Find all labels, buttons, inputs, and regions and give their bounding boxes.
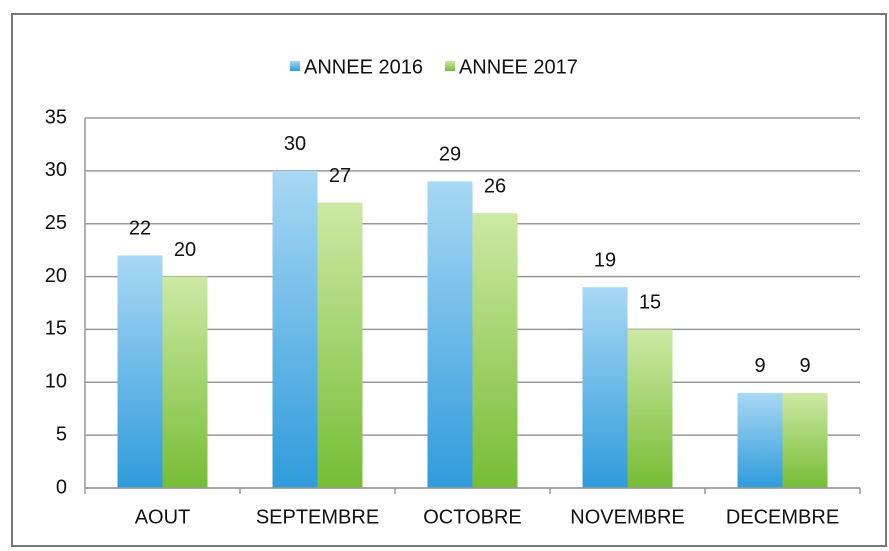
y-tick-label: 35 — [45, 106, 67, 128]
bar — [782, 392, 828, 488]
bar — [162, 276, 208, 488]
data-label: 30 — [284, 133, 306, 155]
data-label: 22 — [129, 218, 151, 240]
y-tick-label: 5 — [56, 423, 67, 445]
data-label: 15 — [639, 292, 661, 314]
bar — [627, 329, 673, 488]
data-label: 9 — [799, 355, 810, 377]
bar — [272, 170, 318, 488]
data-label: 19 — [594, 249, 616, 271]
legend-swatch — [444, 61, 455, 71]
x-tick-label: AOUT — [135, 506, 191, 528]
x-tick-label: NOVEMBRE — [570, 506, 684, 528]
bar — [737, 392, 783, 488]
y-tick-label: 15 — [45, 318, 67, 340]
x-tick-label: OCTOBRE — [423, 506, 522, 528]
bar — [427, 181, 473, 488]
data-label: 20 — [174, 239, 196, 261]
data-label: 29 — [439, 144, 461, 166]
data-label: 26 — [484, 175, 506, 197]
y-tick-label: 20 — [45, 265, 67, 287]
legend-swatch — [290, 61, 300, 71]
y-tick-label: 25 — [45, 212, 67, 234]
bar — [317, 202, 363, 489]
y-tick-label: 30 — [45, 159, 67, 181]
legend-label: ANNEE 2017 — [459, 56, 578, 78]
legend-label: ANNEE 2016 — [304, 56, 423, 78]
bar — [472, 213, 518, 488]
y-tick-label: 10 — [45, 371, 67, 393]
data-label: 27 — [329, 165, 351, 187]
x-tick-label: DECEMBRE — [726, 506, 839, 528]
x-tick-label: SEPTEMBRE — [256, 506, 379, 528]
data-label: 9 — [754, 355, 765, 377]
y-tick-label: 0 — [56, 476, 67, 498]
bar — [582, 287, 628, 488]
bar — [117, 255, 163, 488]
